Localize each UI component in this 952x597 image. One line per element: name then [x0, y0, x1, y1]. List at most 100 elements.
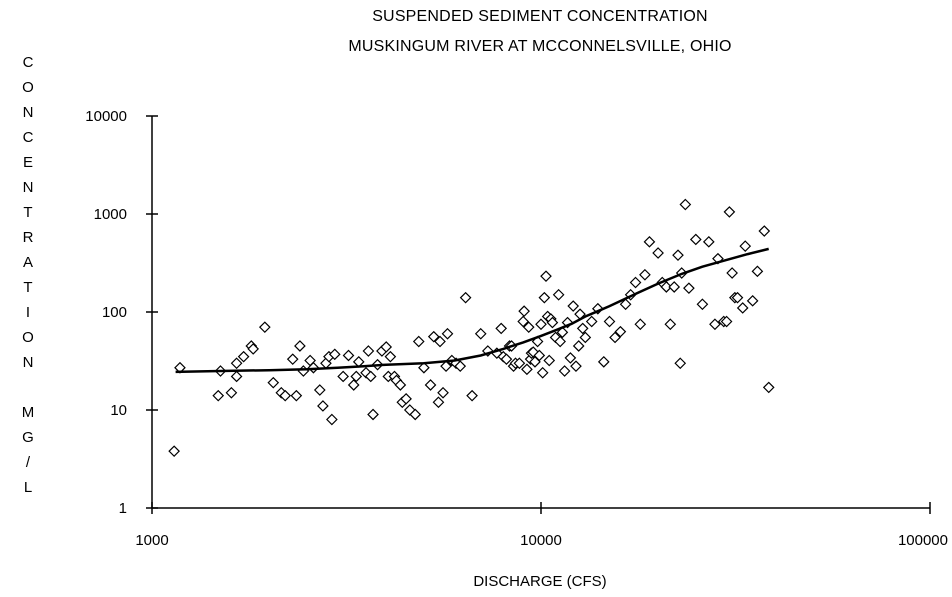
y-axis-label-char: R — [22, 229, 34, 246]
data-point — [522, 321, 535, 334]
y-axis-label-char: O — [22, 329, 34, 346]
data-point — [535, 318, 547, 331]
data-point — [347, 379, 360, 391]
data-point — [279, 389, 292, 402]
data-point — [454, 360, 467, 373]
data-point — [267, 376, 280, 389]
data-point — [247, 343, 260, 355]
y-axis-label-char: N — [22, 354, 34, 371]
data-point — [538, 291, 551, 304]
chart-title: SUSPENDED SEDIMENT CONCENTRATION — [372, 8, 708, 25]
data-point — [597, 355, 610, 368]
data-point — [212, 389, 225, 402]
y-axis-label-char: L — [23, 479, 33, 496]
data-point — [230, 370, 243, 383]
data-point — [572, 340, 585, 352]
data-point — [350, 370, 363, 383]
y-axis-label-char: G — [22, 429, 34, 446]
data-point — [546, 316, 559, 329]
data-point — [317, 400, 329, 412]
data-point — [500, 353, 513, 366]
data-point — [367, 408, 379, 421]
data-point — [614, 325, 627, 338]
data-point — [437, 386, 449, 399]
data-point — [412, 335, 425, 348]
data-point — [517, 315, 530, 328]
data-point — [731, 291, 744, 304]
data-point — [739, 240, 752, 252]
y-axis-label-char: N — [22, 179, 34, 196]
y-axis-label-char: / — [25, 454, 31, 471]
data-point — [459, 291, 472, 304]
x-tick-label: 10000 — [520, 532, 562, 549]
data-point — [440, 360, 452, 373]
data-point — [674, 357, 687, 370]
data-point — [629, 276, 642, 289]
data-point — [364, 370, 377, 383]
data-point — [683, 282, 695, 295]
data-point — [540, 270, 552, 283]
data-point — [702, 235, 715, 248]
y-tick-label: 10000 — [85, 108, 127, 125]
y-axis-label-char: N — [22, 104, 34, 121]
data-point — [609, 331, 621, 344]
data-point — [660, 281, 673, 293]
data-point — [576, 322, 589, 335]
data-point — [297, 365, 310, 377]
y-axis-label-char: I — [25, 304, 31, 321]
data-point — [225, 386, 238, 399]
x-axis-label: DISCHARGE (CFS) — [473, 573, 607, 590]
data-point — [746, 294, 759, 307]
data-point — [384, 350, 397, 363]
data-point — [567, 300, 580, 312]
data-point — [400, 392, 412, 405]
data-point — [709, 318, 721, 331]
y-tick-label: 100 — [102, 304, 127, 321]
data-point — [668, 281, 681, 293]
data-point — [554, 335, 566, 348]
y-axis-label-char: E — [22, 154, 33, 171]
data-point — [328, 348, 341, 361]
data-point — [570, 360, 582, 373]
chart-subtitle: MUSKINGUM RIVER AT MCCONNELSVILLE, OHIO — [348, 38, 732, 55]
y-axis-label-char: O — [22, 79, 34, 96]
y-axis-label-char: A — [22, 254, 33, 271]
data-point — [533, 349, 546, 362]
y-axis-label-char: M — [21, 404, 35, 421]
data-point — [736, 302, 749, 314]
data-point — [294, 340, 306, 352]
data-point — [672, 249, 684, 262]
data-point — [543, 354, 556, 367]
data-point — [585, 315, 598, 328]
data-point — [290, 389, 303, 402]
data-point — [558, 365, 571, 377]
data-point — [313, 384, 326, 396]
axes: 1 10 100 1000 10000 1000 10000 100000 — [85, 108, 948, 549]
data-point — [466, 389, 478, 402]
data-point — [168, 445, 180, 458]
data-point — [495, 322, 508, 335]
data-point — [758, 225, 771, 237]
data-point — [418, 361, 430, 374]
data-point — [518, 305, 530, 318]
x-tick-label: 100000 — [898, 532, 948, 549]
data-point — [536, 366, 549, 379]
data-point — [474, 327, 487, 340]
data-point — [679, 198, 692, 211]
data-point — [441, 327, 454, 340]
data-point — [286, 353, 299, 366]
trend-line-group — [175, 247, 770, 374]
data-point — [409, 408, 422, 421]
data-point — [342, 349, 355, 362]
data-point — [603, 315, 616, 328]
trend-line — [175, 247, 770, 374]
data-point — [723, 206, 736, 218]
data-point — [513, 357, 526, 370]
data-point — [380, 341, 393, 353]
data-points — [168, 198, 775, 458]
x-tick-label: 1000 — [135, 532, 168, 549]
data-point — [634, 318, 647, 331]
y-axis-label-char: C — [22, 54, 34, 71]
data-point — [237, 350, 250, 363]
